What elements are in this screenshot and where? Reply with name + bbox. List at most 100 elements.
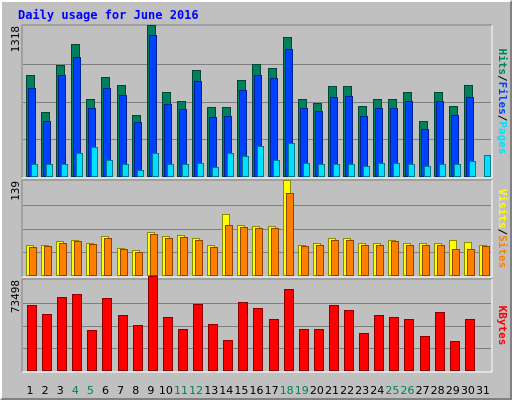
bar-sites-day-8 (135, 252, 143, 276)
bar-pages-day-8 (137, 170, 144, 177)
bar-sites-day-9 (150, 234, 158, 276)
bar-pages-day-4 (76, 153, 83, 177)
x-tick-label-day-13: 13 (204, 384, 218, 397)
legend-kbytes: KBytes (496, 306, 509, 346)
bar-sites-day-28 (437, 245, 445, 276)
x-tick-label-day-9: 9 (147, 384, 154, 397)
chart-title: Daily usage for June 2016 (18, 8, 199, 22)
x-axis-labels: 1 2 3 4 5 6 7 8 9 10 11 12 13 14 15 16 17 18 19 20 21 22 23 24 2… (27, 384, 490, 397)
bar-pages-day-31 (484, 155, 491, 177)
bar-sites-day-14 (225, 225, 233, 276)
bar-pages-day-12 (197, 163, 204, 177)
bar-kbytes-day-1 (27, 305, 37, 371)
panel-kbytes: 73498 KBytes (9, 276, 509, 373)
x-tick-label-day-31: 31 (476, 384, 490, 397)
bar-kbytes-day-29 (450, 341, 460, 371)
x-tick-label-day-19: 19 (295, 384, 309, 397)
legend-separator: / (496, 115, 509, 122)
x-tick-label-day-15: 15 (234, 384, 248, 397)
bar-kbytes-day-10 (163, 317, 173, 371)
bar-kbytes-day-9 (148, 276, 158, 371)
bar-sites-day-11 (180, 237, 188, 276)
legend-sites: Sites (496, 235, 509, 268)
bar-kbytes-day-3 (57, 297, 67, 371)
bar-pages-day-21 (333, 164, 340, 177)
bar-kbytes-day-14 (223, 340, 233, 371)
bar-sites-day-16 (255, 228, 263, 276)
x-tick-label-day-20: 20 (310, 384, 324, 397)
bar-kbytes-day-13 (208, 324, 218, 371)
bar-sites-day-31 (482, 246, 490, 276)
bar-pages-day-22 (348, 164, 355, 177)
bar-sites-day-25 (391, 241, 399, 276)
bar-kbytes-day-23 (359, 333, 369, 371)
bar-pages-day-26 (408, 164, 415, 177)
x-tick-label-day-12: 12 (189, 384, 203, 397)
bar-kbytes-day-8 (133, 325, 143, 371)
bar-kbytes-day-24 (374, 315, 384, 371)
bar-pages-day-15 (242, 156, 249, 177)
bar-sites-day-23 (361, 245, 369, 276)
bar-sites-day-6 (104, 238, 112, 276)
x-tick-label-day-1: 1 (27, 384, 34, 397)
bar-kbytes-day-11 (178, 329, 188, 371)
x-tick-label-day-11: 11 (174, 384, 188, 397)
bar-pages-day-6 (106, 160, 113, 177)
legend-visits: Visits (496, 189, 509, 229)
bar-pages-day-11 (182, 164, 189, 177)
bar-sites-day-13 (210, 247, 218, 276)
bar-sites-day-19 (301, 246, 309, 276)
x-tick-label-day-24: 24 (370, 384, 384, 397)
bar-sites-day-30 (467, 249, 475, 276)
legend-hits: Hits (496, 49, 509, 76)
bar-kbytes-day-22 (344, 310, 354, 371)
x-tick-label-day-16: 16 (250, 384, 264, 397)
panel-legend: Visits/Sites (496, 189, 509, 269)
bar-kbytes-day-5 (87, 330, 97, 371)
bar-pages-day-10 (167, 164, 174, 177)
bar-pages-day-3 (61, 164, 68, 177)
bar-pages-day-17 (273, 160, 280, 177)
panel-legend: KBytes (496, 306, 509, 346)
bar-kbytes-day-25 (389, 317, 399, 371)
y-max-label: 73498 (9, 280, 22, 313)
x-tick-label-day-26: 26 (400, 384, 414, 397)
bar-pages-day-1 (31, 164, 38, 177)
x-tick-label-day-27: 27 (416, 384, 430, 397)
panel-visits-sites: 139 Visits/Sites (9, 179, 509, 278)
bar-pages-day-23 (363, 166, 370, 177)
panel-legend: Hits/Files/Pages (496, 49, 509, 155)
bar-sites-day-3 (59, 243, 67, 276)
bar-kbytes-day-15 (238, 302, 248, 371)
x-tick-label-day-30: 30 (461, 384, 475, 397)
bar-kbytes-day-7 (118, 315, 128, 371)
bar-pages-day-19 (303, 163, 310, 177)
x-tick-label-day-17: 17 (265, 384, 279, 397)
bar-pages-day-24 (378, 163, 385, 177)
bar-pages-day-18 (288, 143, 295, 177)
bar-pages-day-16 (257, 146, 264, 177)
x-tick-label-day-2: 2 (42, 384, 49, 397)
bar-kbytes-day-20 (314, 329, 324, 371)
legend-separator: / (496, 229, 509, 236)
bar-pages-day-30 (469, 161, 476, 177)
bar-pages-day-28 (439, 164, 446, 177)
bar-files-day-3 (58, 75, 66, 177)
bar-sites-day-27 (422, 245, 430, 276)
bar-sites-day-22 (346, 240, 354, 276)
bar-kbytes-day-28 (435, 312, 445, 371)
bar-sites-day-15 (240, 227, 248, 276)
bar-pages-day-27 (424, 166, 431, 177)
bar-kbytes-day-6 (102, 298, 112, 371)
bar-sites-day-1 (29, 247, 37, 276)
x-tick-label-day-21: 21 (325, 384, 339, 397)
x-tick-label-day-8: 8 (132, 384, 139, 397)
bar-kbytes-day-12 (193, 304, 203, 371)
bar-files-day-1 (28, 88, 36, 177)
x-tick-label-day-29: 29 (446, 384, 460, 397)
x-tick-label-day-25: 25 (385, 384, 399, 397)
bar-kbytes-day-30 (465, 319, 475, 371)
